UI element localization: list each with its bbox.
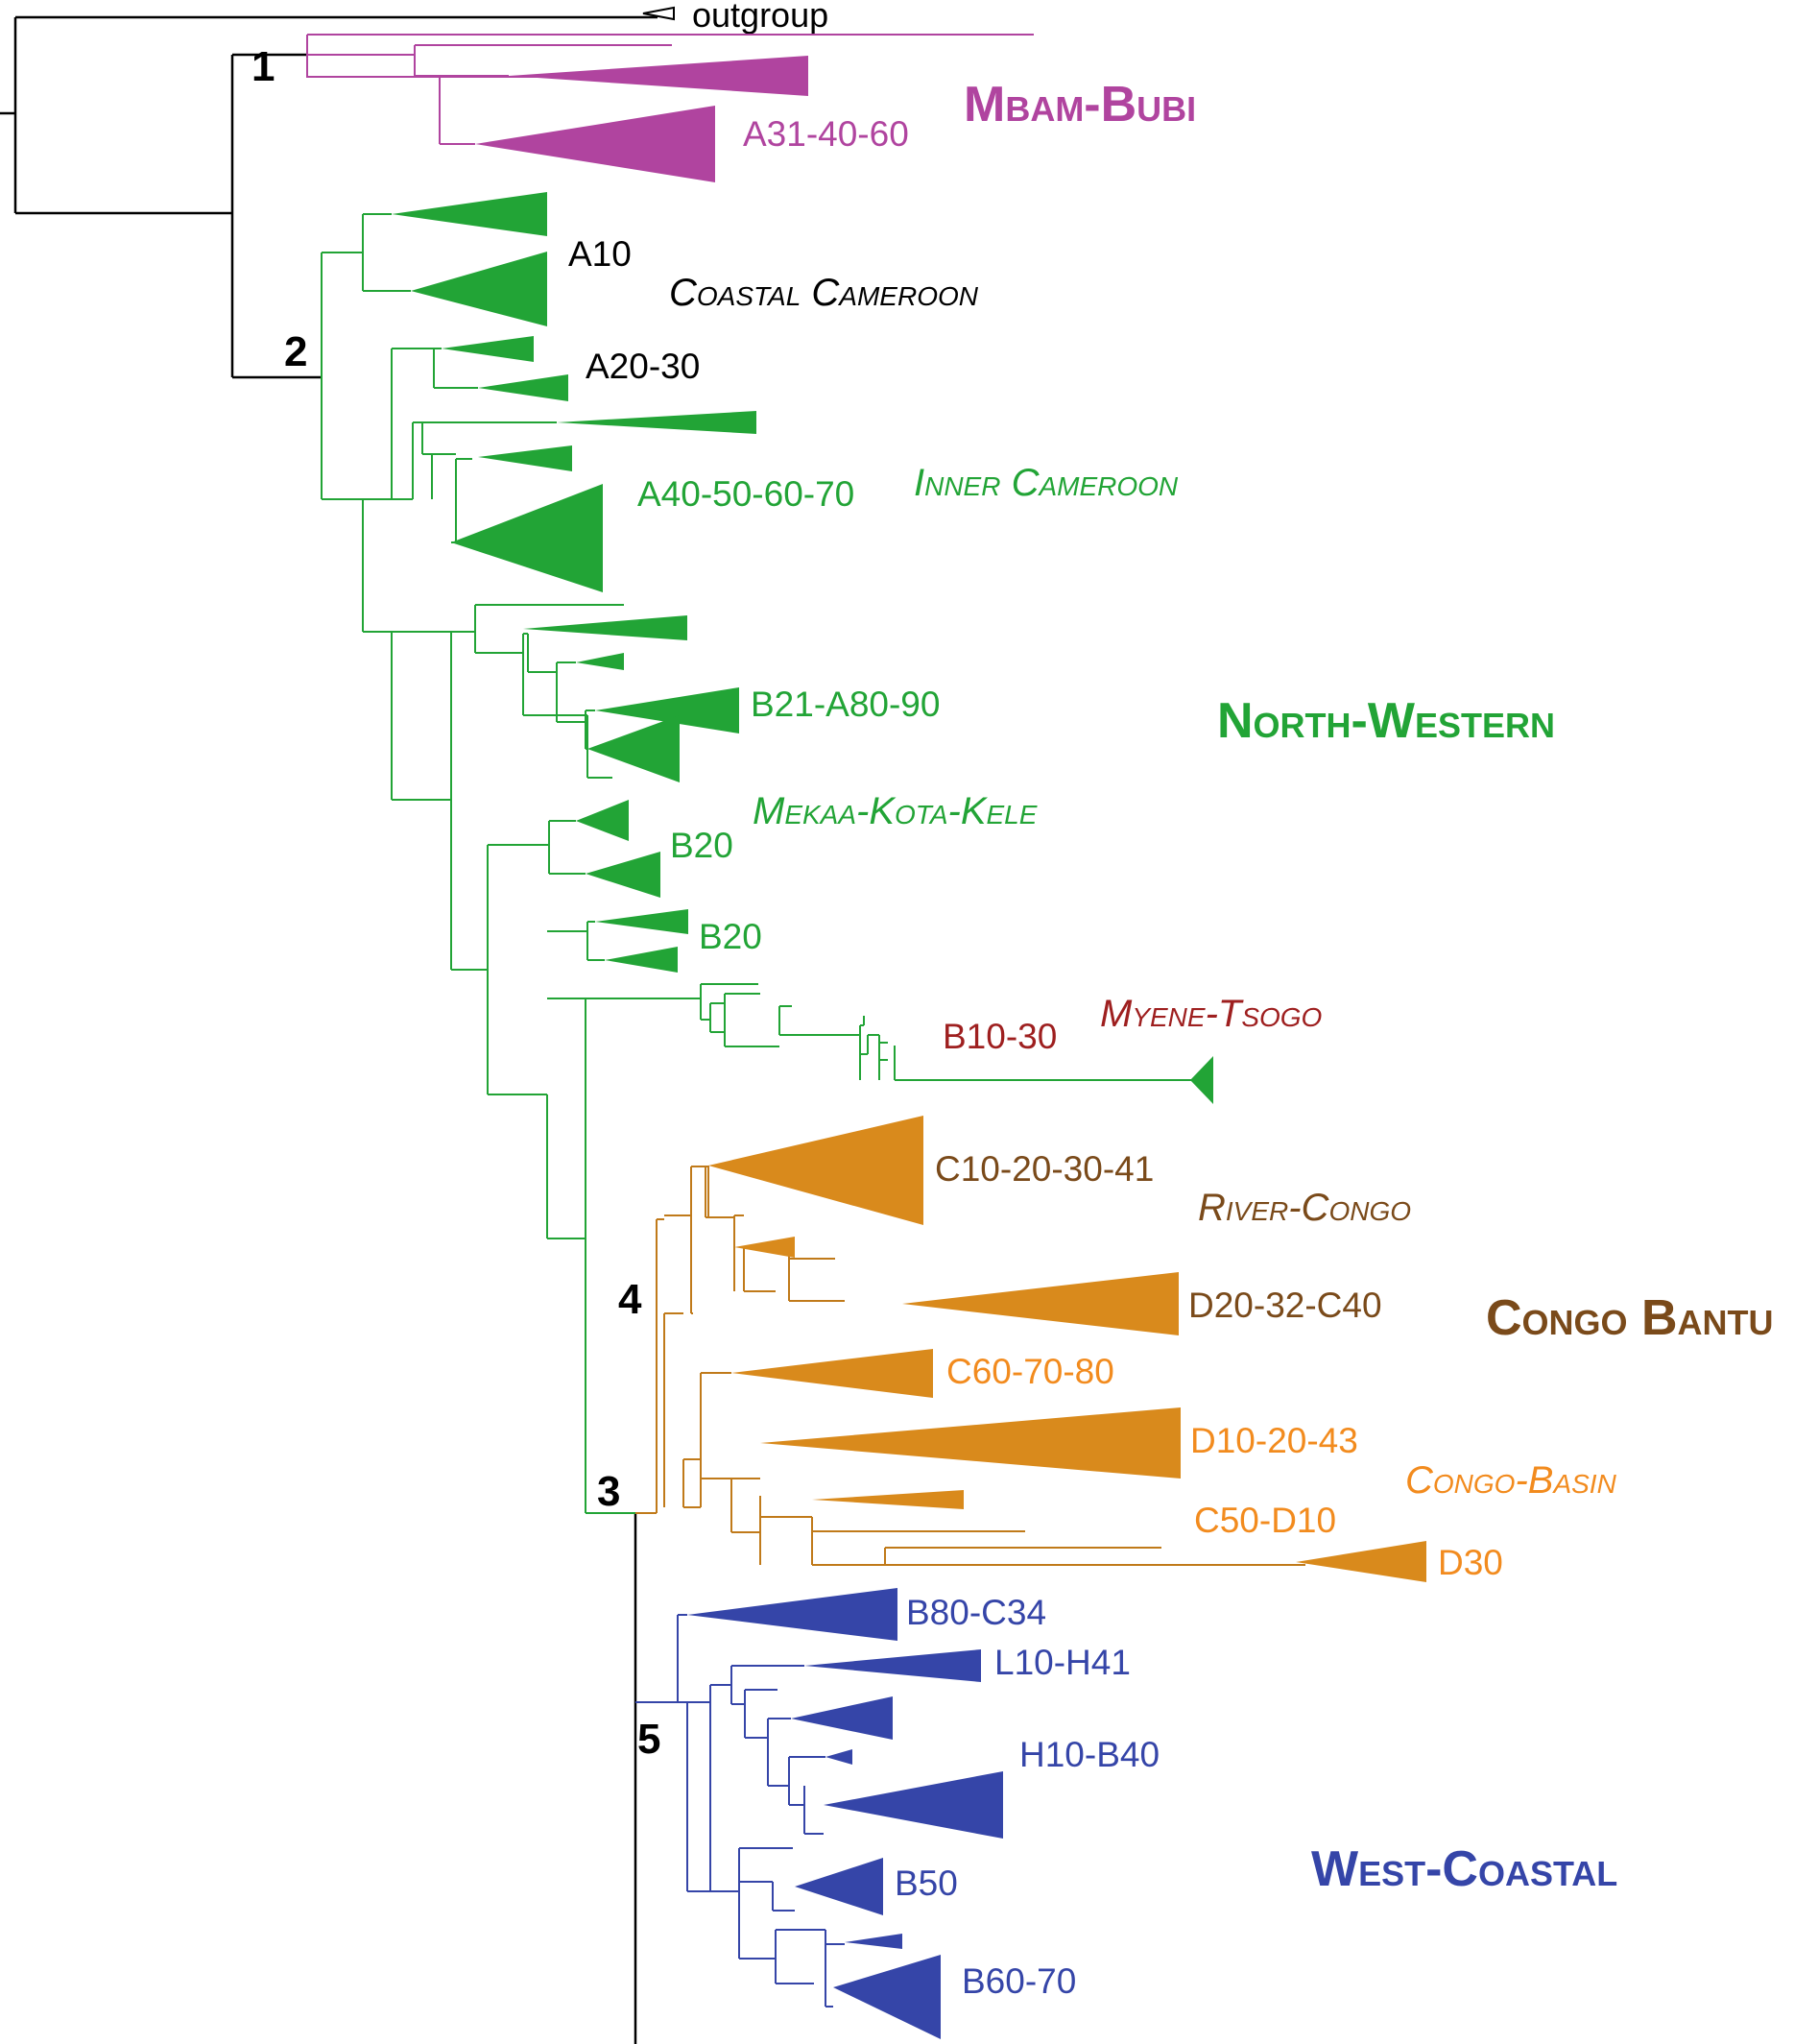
- north-western-triangles: [392, 192, 1213, 1104]
- clade-b60-70: B60-70: [962, 1961, 1076, 2001]
- west-coastal-triangles: [687, 1588, 1003, 2039]
- clade-c50-d10: C50-D10: [1194, 1501, 1336, 1540]
- node-number-1: 1: [251, 43, 275, 90]
- congo-bantu-branches: [635, 1166, 1305, 1566]
- clade-b20-first: B20: [670, 826, 733, 865]
- clade-d10-20-43: D10-20-43: [1190, 1421, 1358, 1460]
- group-mbam-bubi: Mbam-Bubi: [964, 77, 1196, 132]
- clade-b20-second: B20: [699, 917, 762, 956]
- west-coastal-labels: B80-C34 L10-H41 H10-B40 West-Coastal B50…: [895, 1593, 1617, 2001]
- group-myene-tsogo: Myene-Tsogo: [1100, 993, 1322, 1035]
- north-western-labels: A10 Coastal Cameroon A20-30 A40-50-60-70…: [568, 234, 1555, 1056]
- clade-a10: A10: [568, 234, 632, 274]
- clade-b10-30: B10-30: [943, 1017, 1057, 1056]
- outgroup-triangle: [642, 6, 675, 21]
- clade-b80-c34: B80-C34: [906, 1593, 1046, 1632]
- west-coastal-branches: [635, 1614, 845, 2008]
- outgroup-label: outgroup: [692, 0, 828, 35]
- group-mekaa-kota-kele: Mekaa-Kota-Kele: [753, 790, 1038, 832]
- congo-bantu-labels: C10-20-30-41 River-Congo D20-32-C40 Cong…: [935, 1149, 1774, 1582]
- group-congo-basin: Congo-Basin: [1405, 1459, 1617, 1502]
- group-river-congo: River-Congo: [1198, 1187, 1411, 1229]
- clade-a40-50-60-70: A40-50-60-70: [637, 474, 854, 514]
- node-number-3: 3: [597, 1468, 620, 1515]
- group-north-western: North-Western: [1217, 693, 1555, 749]
- clade-l10-h41: L10-H41: [994, 1643, 1131, 1682]
- clade-h10-b40: H10-B40: [1019, 1735, 1160, 1774]
- group-congo-bantu: Congo Bantu: [1486, 1290, 1774, 1346]
- congo-bantu-triangles: [708, 1116, 1426, 1582]
- group-inner-cameroon: Inner Cameroon: [914, 462, 1179, 504]
- north-western-branches: [321, 213, 1198, 1514]
- mbam-bubi-triangles: [475, 56, 808, 182]
- clade-b50: B50: [895, 1864, 958, 1903]
- node-number-5: 5: [637, 1716, 660, 1763]
- node-numbers: 1 2 3 4 5: [251, 43, 660, 1763]
- group-west-coastal: West-Coastal: [1311, 1841, 1617, 1897]
- clade-c10-20-30-41: C10-20-30-41: [935, 1149, 1154, 1189]
- clade-b21-a80-90: B21-A80-90: [751, 685, 940, 724]
- clade-a20-30: A20-30: [586, 347, 700, 386]
- clade-c60-70-80: C60-70-80: [946, 1352, 1114, 1391]
- node-number-4: 4: [618, 1276, 642, 1323]
- root-branches: [0, 15, 658, 2044]
- node-number-2: 2: [284, 328, 307, 375]
- clade-d20-32-c40: D20-32-C40: [1188, 1286, 1382, 1325]
- clade-d30: D30: [1438, 1543, 1503, 1582]
- clade-a31-40-60: A31-40-60: [743, 114, 909, 154]
- group-coastal-cameroon: Coastal Cameroon: [669, 272, 979, 314]
